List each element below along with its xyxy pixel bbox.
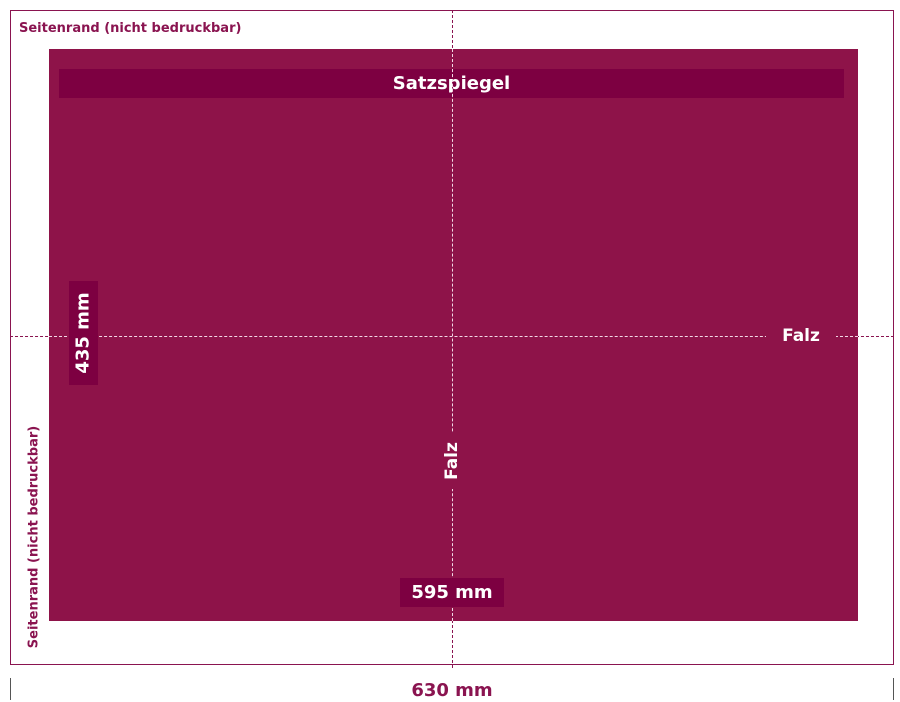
vertical-fold-line-on-type-area xyxy=(452,49,453,621)
horizontal-fold-line-on-type-area xyxy=(49,336,858,337)
type-area xyxy=(49,49,858,621)
margin-label-top: Seitenrand (nicht bedruckbar) xyxy=(19,21,242,36)
horizontal-fold-label: Falz xyxy=(766,322,836,350)
type-area-height-badge xyxy=(69,281,98,385)
vertical-fold-label: Falz xyxy=(439,433,465,489)
page-width-left-tick xyxy=(10,678,11,700)
type-area-height-label: 435 mm xyxy=(72,292,94,374)
margin-label-left: Seitenrand (nicht bedruckbar) xyxy=(26,425,42,649)
page-width-label: 630 mm xyxy=(411,679,493,701)
page-width-right-tick xyxy=(893,678,894,700)
type-area-label: Satzspiegel xyxy=(59,69,844,98)
type-area-width-label: 595 mm xyxy=(400,578,504,607)
